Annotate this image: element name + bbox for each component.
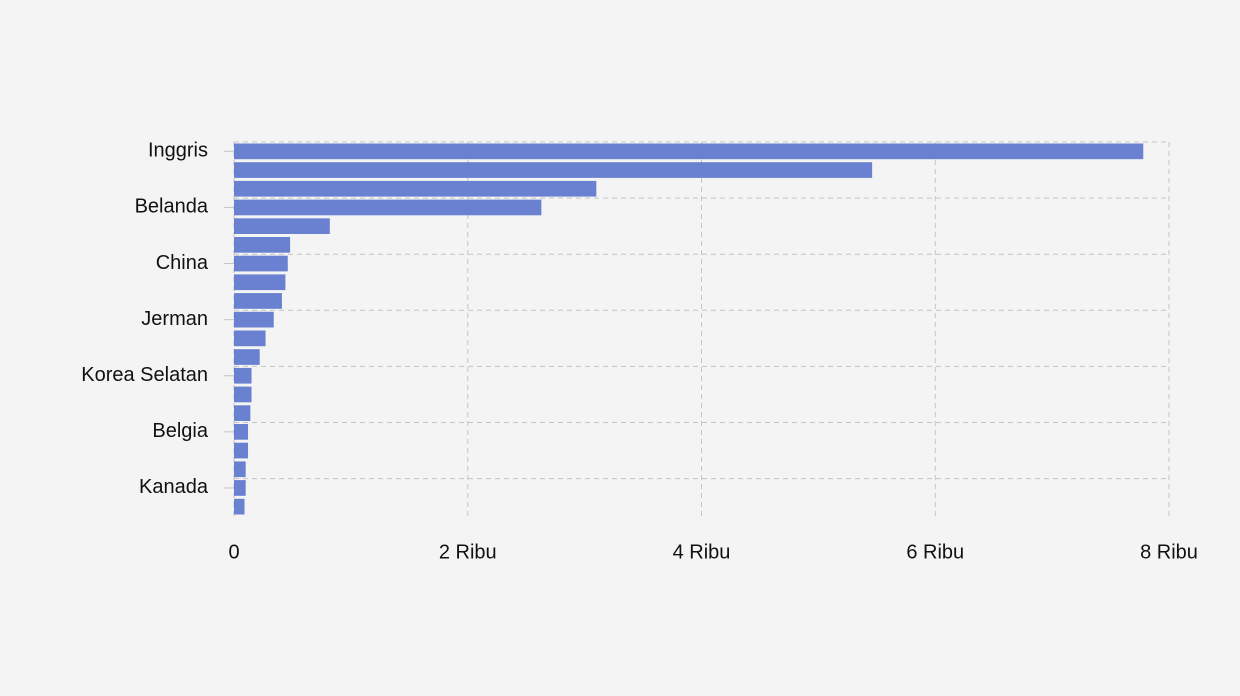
bar <box>234 498 245 515</box>
y-tick-label: Jerman <box>141 308 208 330</box>
bar <box>234 442 249 459</box>
bar <box>234 199 542 216</box>
bar <box>234 180 597 197</box>
bar <box>234 293 282 309</box>
bar <box>234 349 260 365</box>
x-tick-label: 6 Ribu <box>906 541 964 563</box>
y-tick-label: China <box>156 252 209 274</box>
y-tick-label: Belanda <box>135 196 209 218</box>
bar <box>234 405 251 421</box>
y-tick-label: Belgia <box>152 420 208 442</box>
y-tick-label: Kanada <box>139 476 209 498</box>
bar <box>234 274 286 291</box>
x-tick-label: 0 <box>228 541 239 563</box>
x-tick-label: 2 Ribu <box>439 541 497 563</box>
bar <box>234 311 274 328</box>
bar <box>234 424 249 440</box>
bar <box>234 330 266 347</box>
bar <box>234 218 330 234</box>
bar <box>234 143 1144 160</box>
y-tick-label: Inggris <box>148 140 208 162</box>
x-tick-label: 4 Ribu <box>673 541 731 563</box>
x-tick-label: 8 Ribu <box>1140 541 1198 563</box>
bar <box>234 162 873 178</box>
bar <box>234 367 252 384</box>
bar <box>234 461 246 478</box>
bar <box>234 237 291 253</box>
y-tick-label: Korea Selatan <box>81 364 208 386</box>
bar <box>234 480 246 496</box>
bar <box>234 386 252 403</box>
bar <box>234 255 288 272</box>
